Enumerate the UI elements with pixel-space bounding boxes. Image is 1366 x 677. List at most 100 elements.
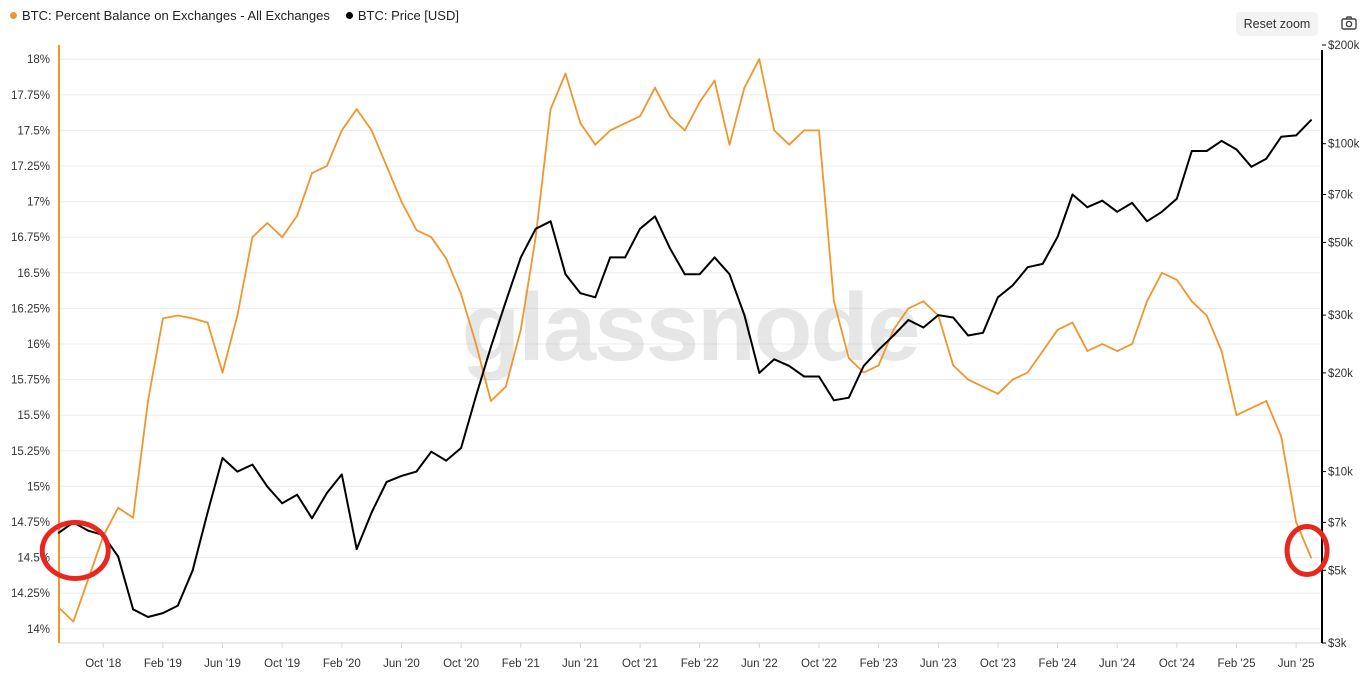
legend-item-price[interactable]: BTC: Price [USD]	[345, 8, 459, 23]
balance-point	[683, 129, 686, 132]
price-point	[132, 608, 135, 611]
balance-point	[654, 86, 656, 89]
balance-point	[191, 317, 194, 320]
grid-lines	[60, 58, 1320, 630]
balance-point	[445, 257, 448, 260]
x-tick-label: Jun '20	[383, 658, 420, 670]
balance-point	[519, 328, 522, 331]
balance-point	[475, 343, 477, 345]
x-tick-label: Jun '19	[204, 658, 241, 670]
price-point	[1116, 210, 1119, 213]
left-tick-label: 14.75%	[11, 517, 50, 529]
price-point	[579, 292, 582, 295]
balance-point	[609, 129, 612, 132]
balance-point	[1205, 314, 1208, 317]
price-point	[683, 273, 686, 276]
balance-point	[147, 400, 149, 402]
balance-point	[1250, 407, 1253, 409]
price-point	[564, 273, 567, 276]
balance-point	[892, 328, 895, 331]
price-point	[803, 375, 805, 378]
price-point	[997, 296, 999, 299]
price-point	[1131, 202, 1133, 204]
price-point	[594, 296, 597, 299]
balance-point	[594, 143, 597, 146]
price-point	[57, 532, 60, 534]
price-point	[1280, 135, 1283, 138]
price-point	[460, 447, 462, 449]
camera-icon[interactable]	[1340, 14, 1358, 32]
balance-point	[266, 222, 269, 224]
price-point	[430, 450, 433, 453]
x-tick-label: Jun '25	[1278, 658, 1315, 670]
price-point	[698, 273, 701, 276]
price-point	[952, 316, 955, 319]
balance-point	[370, 129, 373, 132]
x-tick-label: Feb '22	[681, 658, 719, 670]
price-point	[773, 358, 776, 361]
right-tick-label: $7k	[1328, 517, 1347, 529]
x-tick-label: Oct '20	[443, 658, 479, 670]
price-point	[87, 529, 90, 532]
balance-point	[907, 307, 910, 310]
left-tick-label: 17.25%	[11, 161, 50, 173]
price-point	[1026, 266, 1029, 269]
price-point	[147, 616, 149, 618]
balance-point	[1161, 271, 1163, 274]
price-point	[788, 365, 791, 367]
balance-point	[176, 314, 179, 317]
price-point	[281, 502, 284, 505]
annotation-circle-start	[39, 519, 111, 581]
x-tick-label: Feb '20	[323, 658, 361, 670]
price-point	[340, 473, 343, 476]
x-tick-label: Feb '19	[144, 658, 182, 670]
price-point	[519, 256, 522, 259]
legend-dot-price	[345, 12, 353, 19]
x-axis: Oct '18 Feb '19 Jun '19 Oct '19 Feb '20 Jun '…	[60, 642, 1320, 670]
x-tick-label: Jun '22	[741, 658, 778, 670]
balance-point	[833, 300, 835, 303]
left-tick-label: 16%	[27, 339, 50, 351]
balance-point	[117, 506, 120, 509]
balance-point	[504, 385, 507, 388]
balance-point	[788, 143, 791, 146]
balance-point	[57, 606, 60, 609]
balance-point	[1131, 343, 1133, 345]
price-point	[1161, 210, 1163, 213]
price-point	[415, 470, 418, 473]
balance-point	[355, 108, 358, 110]
legend-item-balance[interactable]: BTC: Percent Balance on Exchanges - All …	[10, 8, 330, 23]
price-point	[818, 375, 820, 378]
price-point	[326, 492, 328, 494]
price-point	[1205, 150, 1208, 152]
price-point	[117, 555, 120, 558]
price-point	[504, 300, 507, 303]
balance-point	[1220, 350, 1223, 352]
balance-point	[281, 236, 284, 239]
balance-point	[1235, 414, 1238, 417]
balance-point	[400, 200, 403, 203]
price-point	[490, 346, 492, 348]
balance-point	[877, 364, 880, 367]
price-point	[982, 331, 984, 334]
balance-point	[728, 143, 731, 146]
balance-point	[460, 293, 462, 296]
balance-point	[1190, 300, 1193, 303]
x-tick-label: Oct '23	[980, 658, 1016, 670]
price-point	[1071, 193, 1074, 196]
balance-point	[1011, 378, 1014, 381]
balance-point	[1265, 400, 1268, 402]
reset-zoom-button[interactable]: Reset zoom	[1236, 12, 1318, 36]
left-axis: 14%14.25%14.5%14.75%15%15.25%15.5%15.75%…	[11, 45, 60, 643]
x-tick-label: Jun '24	[1099, 658, 1136, 670]
price-point	[654, 215, 656, 218]
balance-point	[415, 229, 418, 232]
left-tick-label: 16.25%	[11, 303, 50, 315]
right-tick-label: $100k	[1328, 139, 1360, 151]
balance-point	[982, 385, 984, 388]
right-tick-label: $30k	[1328, 310, 1353, 322]
balance-point	[997, 392, 999, 395]
x-tick-label: Oct '21	[622, 658, 658, 670]
balance-point	[1295, 521, 1297, 523]
